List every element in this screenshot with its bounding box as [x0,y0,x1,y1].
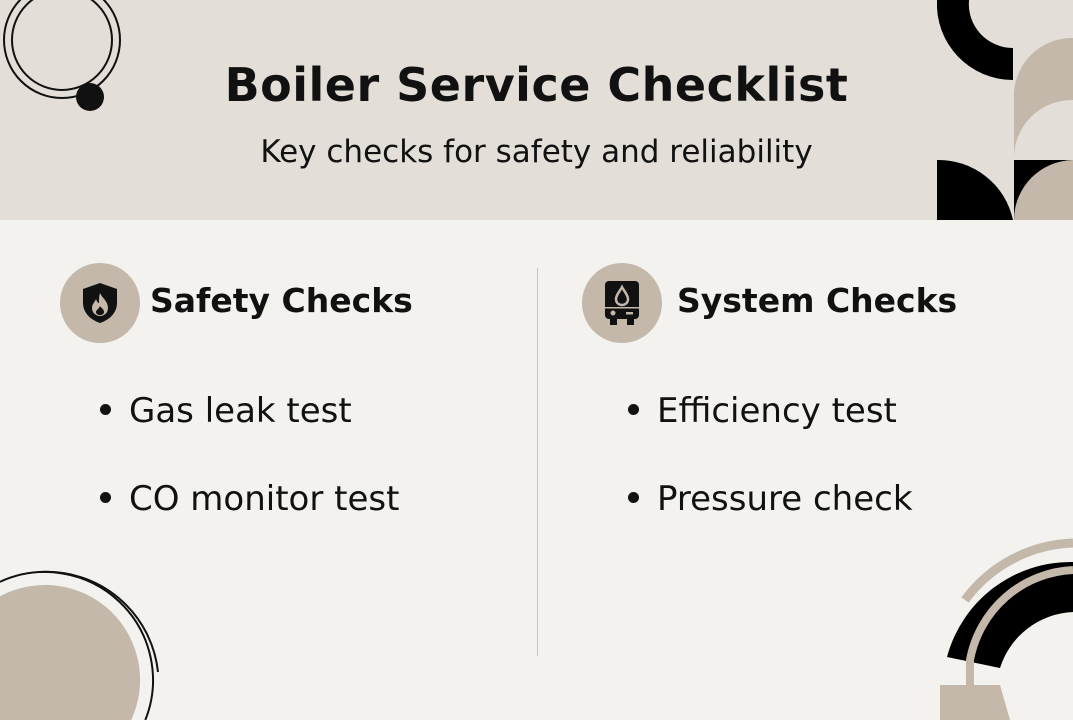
page-subtitle: Key checks for safety and reliability [260,134,813,170]
bullet [628,492,639,503]
list-item: CO monitor test [100,479,399,519]
boiler-icon [582,263,662,343]
decor-arcs-bottom-right [940,538,1073,720]
list-item-label: Pressure check [657,479,913,519]
list-item-label: Efficiency test [657,391,897,431]
list-item-label: Gas leak test [129,391,352,431]
section-heading: Safety Checks [150,281,413,320]
column-divider [537,268,538,656]
section-heading: System Checks [677,281,958,320]
decor-shapes-top-right [936,0,1073,220]
list-item-label: CO monitor test [129,479,400,519]
list-item: Pressure check [628,479,913,519]
bullet [100,404,111,415]
bullet [628,404,639,415]
page-title: Boiler Service Checklist [224,58,849,112]
decor-circle-bottom-left [0,570,159,720]
shield-flame-icon [60,263,140,343]
header-band [0,0,1073,220]
list-item: Gas leak test [100,391,352,431]
list-item: Efficiency test [628,391,897,431]
bullet [100,492,111,503]
decor-circles-top-left [3,0,122,111]
